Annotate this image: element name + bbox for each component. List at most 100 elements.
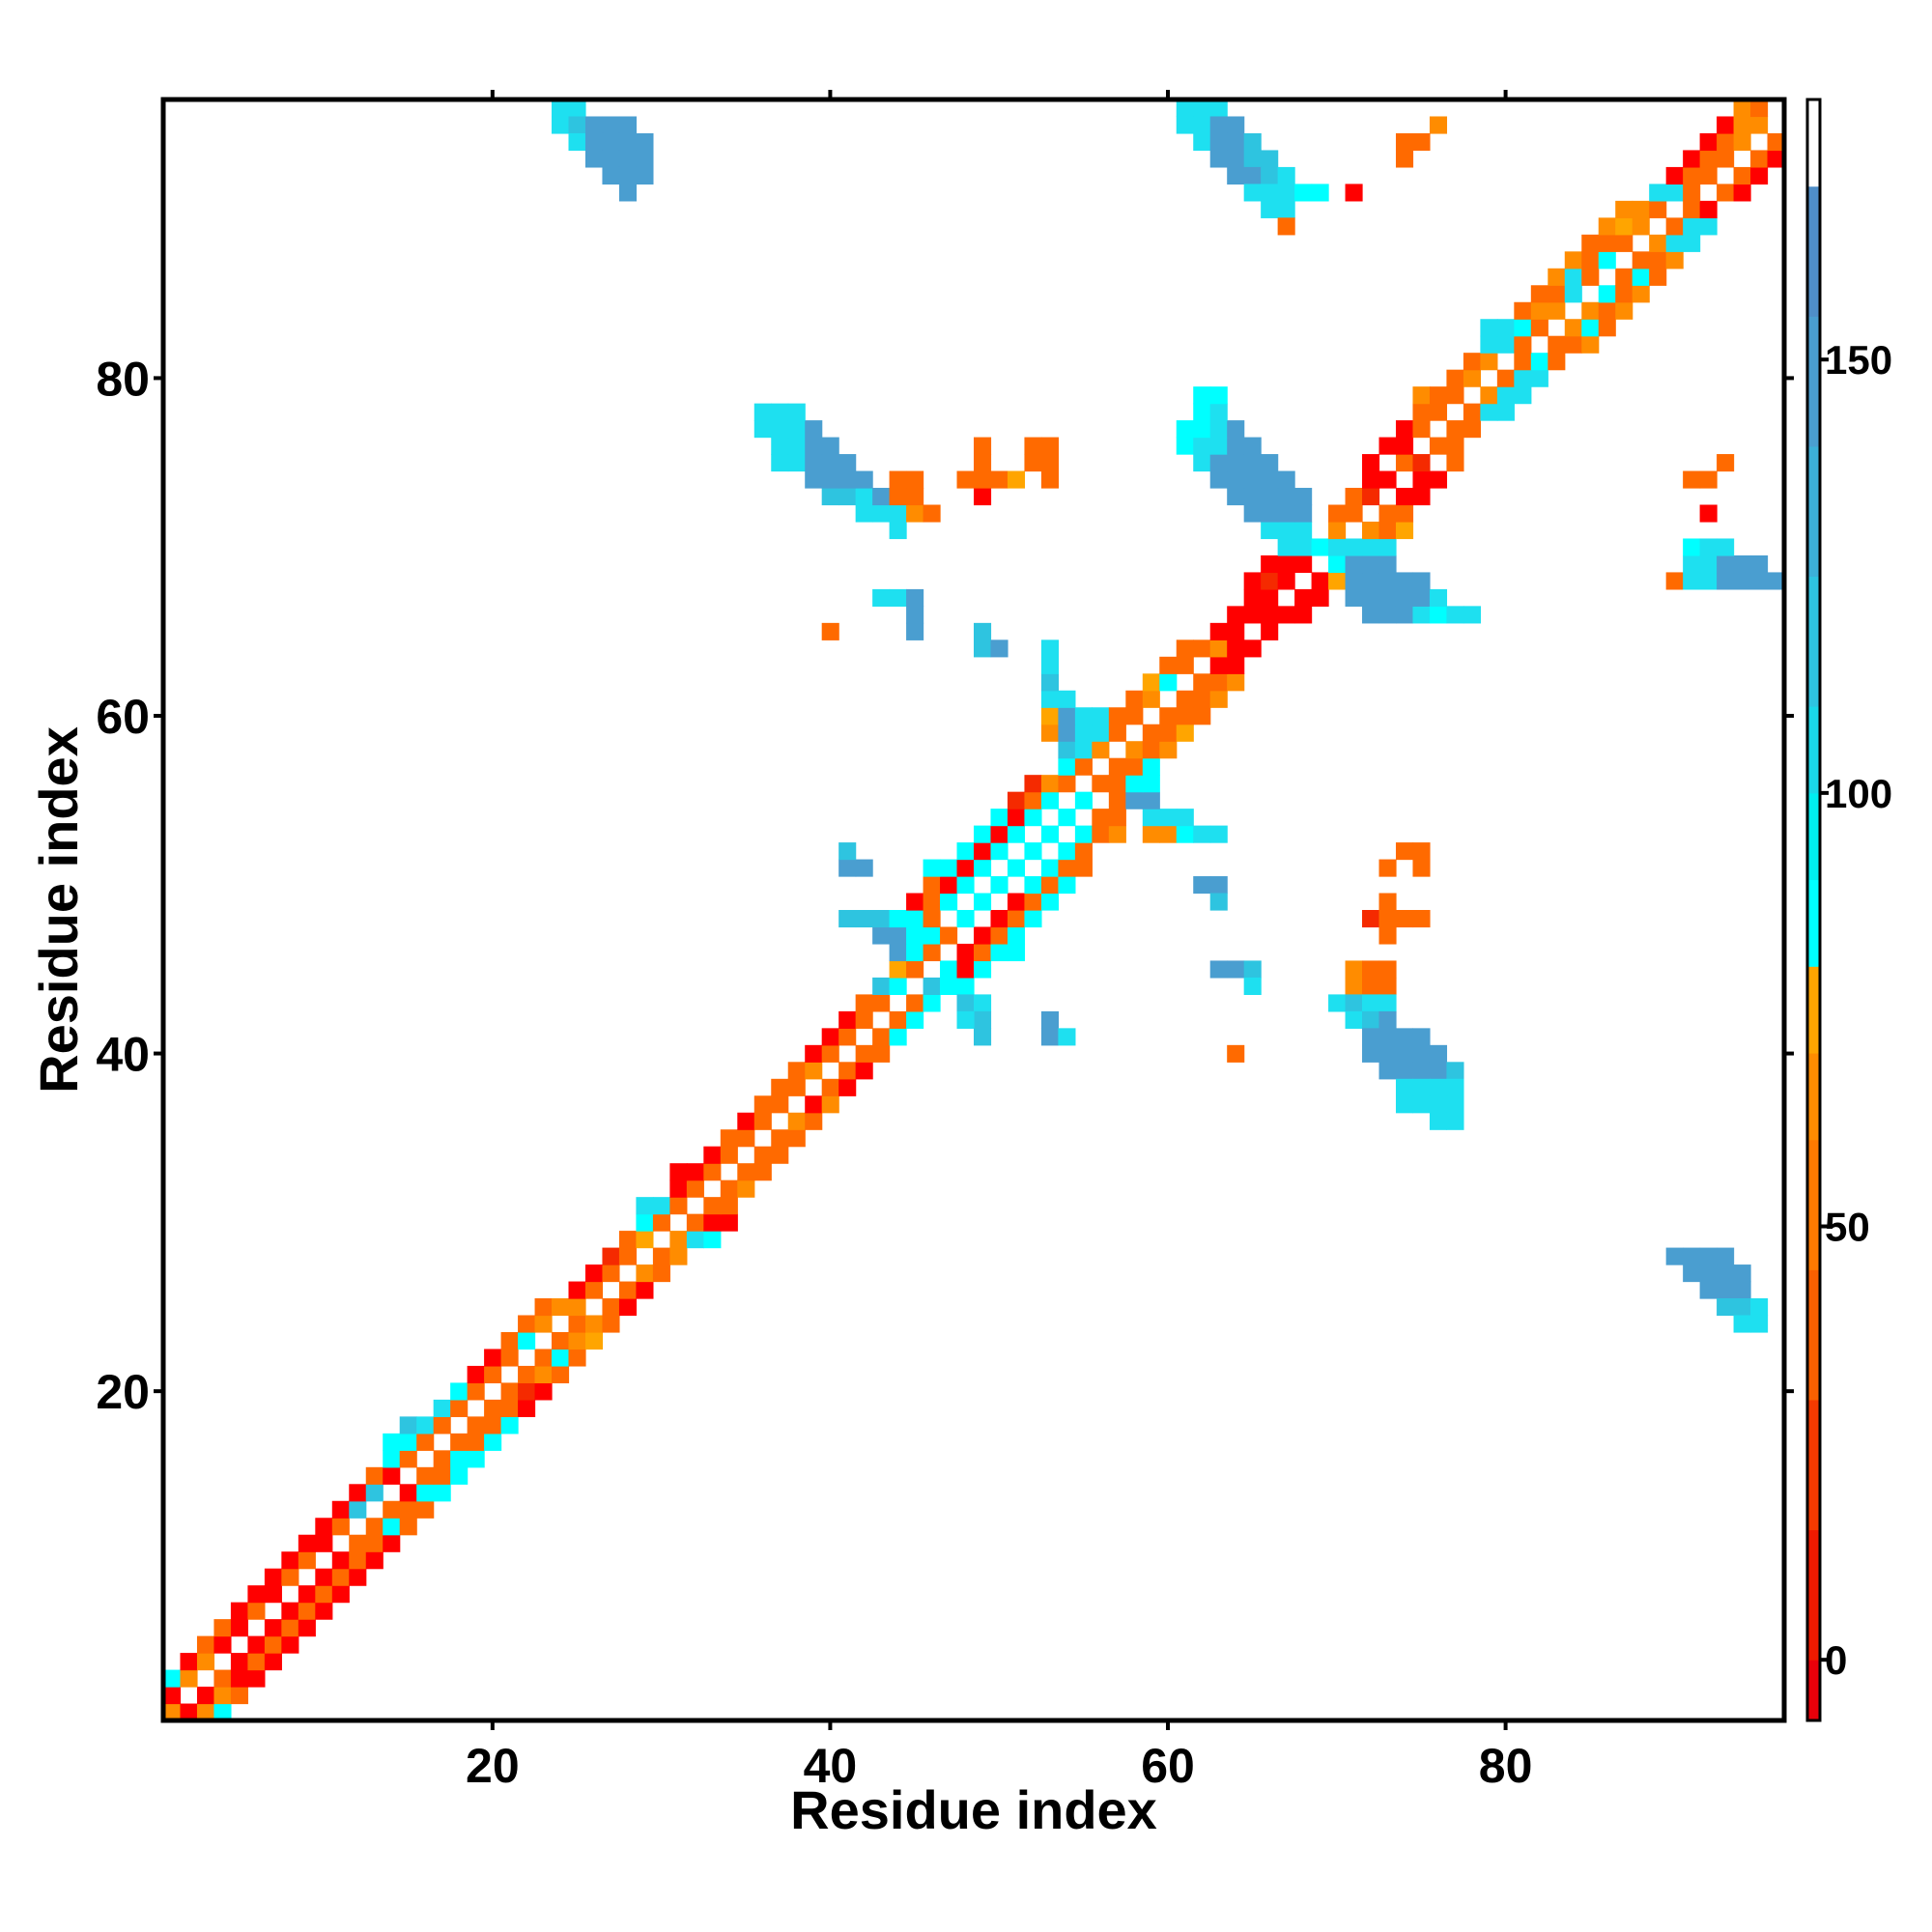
heatmap-cell <box>1074 859 1093 877</box>
heatmap-cell <box>618 150 638 168</box>
heatmap-cell <box>1632 285 1650 303</box>
heatmap-cell <box>1193 116 1211 134</box>
heatmap-cell <box>1632 268 1650 286</box>
heatmap-cell <box>1362 994 1380 1012</box>
heatmap-cell <box>1024 876 1042 895</box>
heatmap-cell <box>1311 538 1329 556</box>
heatmap-cell <box>315 1568 333 1586</box>
heatmap-cell <box>974 488 992 506</box>
heatmap-cell <box>1193 454 1211 472</box>
heatmap-cell <box>264 1653 282 1671</box>
heatmap-cell <box>636 1213 654 1232</box>
heatmap-cell <box>753 1112 772 1130</box>
heatmap-cell <box>416 1416 435 1435</box>
heatmap-cell <box>1227 454 1245 472</box>
heatmap-cell <box>1750 1298 1769 1317</box>
y-axis-title: Residue index <box>28 726 89 1094</box>
heatmap-cell <box>433 1416 451 1435</box>
heatmap-cell <box>1615 268 1634 286</box>
heatmap-cell <box>467 1365 485 1384</box>
heatmap-cell <box>771 437 789 455</box>
heatmap-cell <box>264 1585 282 1604</box>
heatmap-cell <box>1209 132 1228 152</box>
heatmap-cell <box>787 1112 806 1130</box>
heatmap-cell <box>1362 521 1380 540</box>
heatmap-cell <box>484 1365 502 1384</box>
heatmap-cell <box>940 859 958 877</box>
heatmap-cell <box>1598 234 1616 252</box>
heatmap-cell <box>1683 184 1701 202</box>
heatmap-cell <box>196 1703 215 1721</box>
heatmap-cell <box>602 166 620 185</box>
heatmap-cell <box>500 1349 519 1367</box>
heatmap-cell <box>1125 741 1144 759</box>
heatmap-cell <box>1683 470 1701 489</box>
heatmap-cell <box>1581 234 1600 252</box>
heatmap-cell <box>552 1365 570 1384</box>
heatmap-cell <box>1227 1044 1245 1063</box>
heatmap-cell <box>1429 1062 1448 1080</box>
heatmap-cell <box>1665 251 1684 270</box>
heatmap-cell <box>889 470 907 489</box>
heatmap-cell <box>1277 521 1295 540</box>
heatmap-cell <box>1176 116 1194 134</box>
heatmap-cell <box>737 1129 755 1148</box>
heatmap-cell <box>990 910 1009 928</box>
heatmap-cell <box>534 1349 553 1367</box>
heatmap-cell <box>1176 639 1194 658</box>
heatmap-cell <box>1176 724 1194 742</box>
heatmap-cell <box>1024 809 1042 827</box>
heatmap-cell <box>923 994 941 1012</box>
heatmap-cell <box>872 926 891 945</box>
heatmap-cell <box>1632 251 1650 270</box>
heatmap-cell <box>889 960 907 979</box>
heatmap-cell <box>1277 470 1295 489</box>
heatmap-cell <box>1412 1028 1431 1046</box>
heatmap-cell <box>1074 707 1093 725</box>
heatmap-cell <box>990 842 1009 861</box>
heatmap-cell <box>1496 369 1515 387</box>
heatmap-cell <box>281 1602 299 1620</box>
heatmap-cell <box>1412 572 1431 590</box>
heatmap-cell <box>450 1433 469 1451</box>
heatmap-cell <box>855 504 873 523</box>
heatmap-cell <box>1581 251 1600 270</box>
heatmap-cell <box>1277 538 1295 556</box>
heatmap-cell <box>872 488 891 506</box>
heatmap-cell <box>1294 606 1313 624</box>
heatmap-cell <box>805 1062 823 1080</box>
heatmap-cell <box>1277 554 1295 574</box>
heatmap-cell <box>1463 606 1481 624</box>
heatmap-cell <box>1733 1281 1751 1299</box>
heatmap-cell <box>331 1568 350 1586</box>
heatmap-cell <box>467 1433 485 1451</box>
heatmap-cell <box>1227 639 1245 658</box>
heatmap-cell <box>1277 606 1295 624</box>
heatmap-cell <box>771 1129 789 1148</box>
heatmap-cell <box>872 1044 891 1063</box>
heatmap-cell <box>1395 504 1414 523</box>
heatmap-cell <box>771 1078 789 1096</box>
heatmap-cell <box>1209 437 1228 455</box>
heatmap-cell <box>720 1213 738 1232</box>
heatmap-cell <box>1040 673 1059 692</box>
x-tick-label: 60 <box>1141 1739 1195 1793</box>
heatmap-cell <box>1378 572 1397 590</box>
heatmap-cell <box>889 504 907 523</box>
heatmap-cell <box>1209 150 1228 168</box>
heatmap-cell <box>1378 538 1397 556</box>
heatmap-cell <box>1699 150 1718 168</box>
heatmap-cell <box>1243 639 1262 658</box>
heatmap-cell <box>1176 99 1194 118</box>
heatmap-cell <box>940 876 958 895</box>
heatmap-cell <box>518 1365 536 1384</box>
heatmap-cell <box>1007 943 1026 962</box>
heatmap-cell <box>1649 268 1667 286</box>
heatmap-cell <box>1378 504 1397 523</box>
heatmap-cell <box>264 1619 282 1637</box>
heatmap-cell <box>805 470 823 489</box>
heatmap-cell <box>196 1687 215 1705</box>
heatmap-cell <box>990 809 1009 827</box>
heatmap-cell <box>213 1619 232 1637</box>
colorbar-frame <box>1805 98 1822 1722</box>
